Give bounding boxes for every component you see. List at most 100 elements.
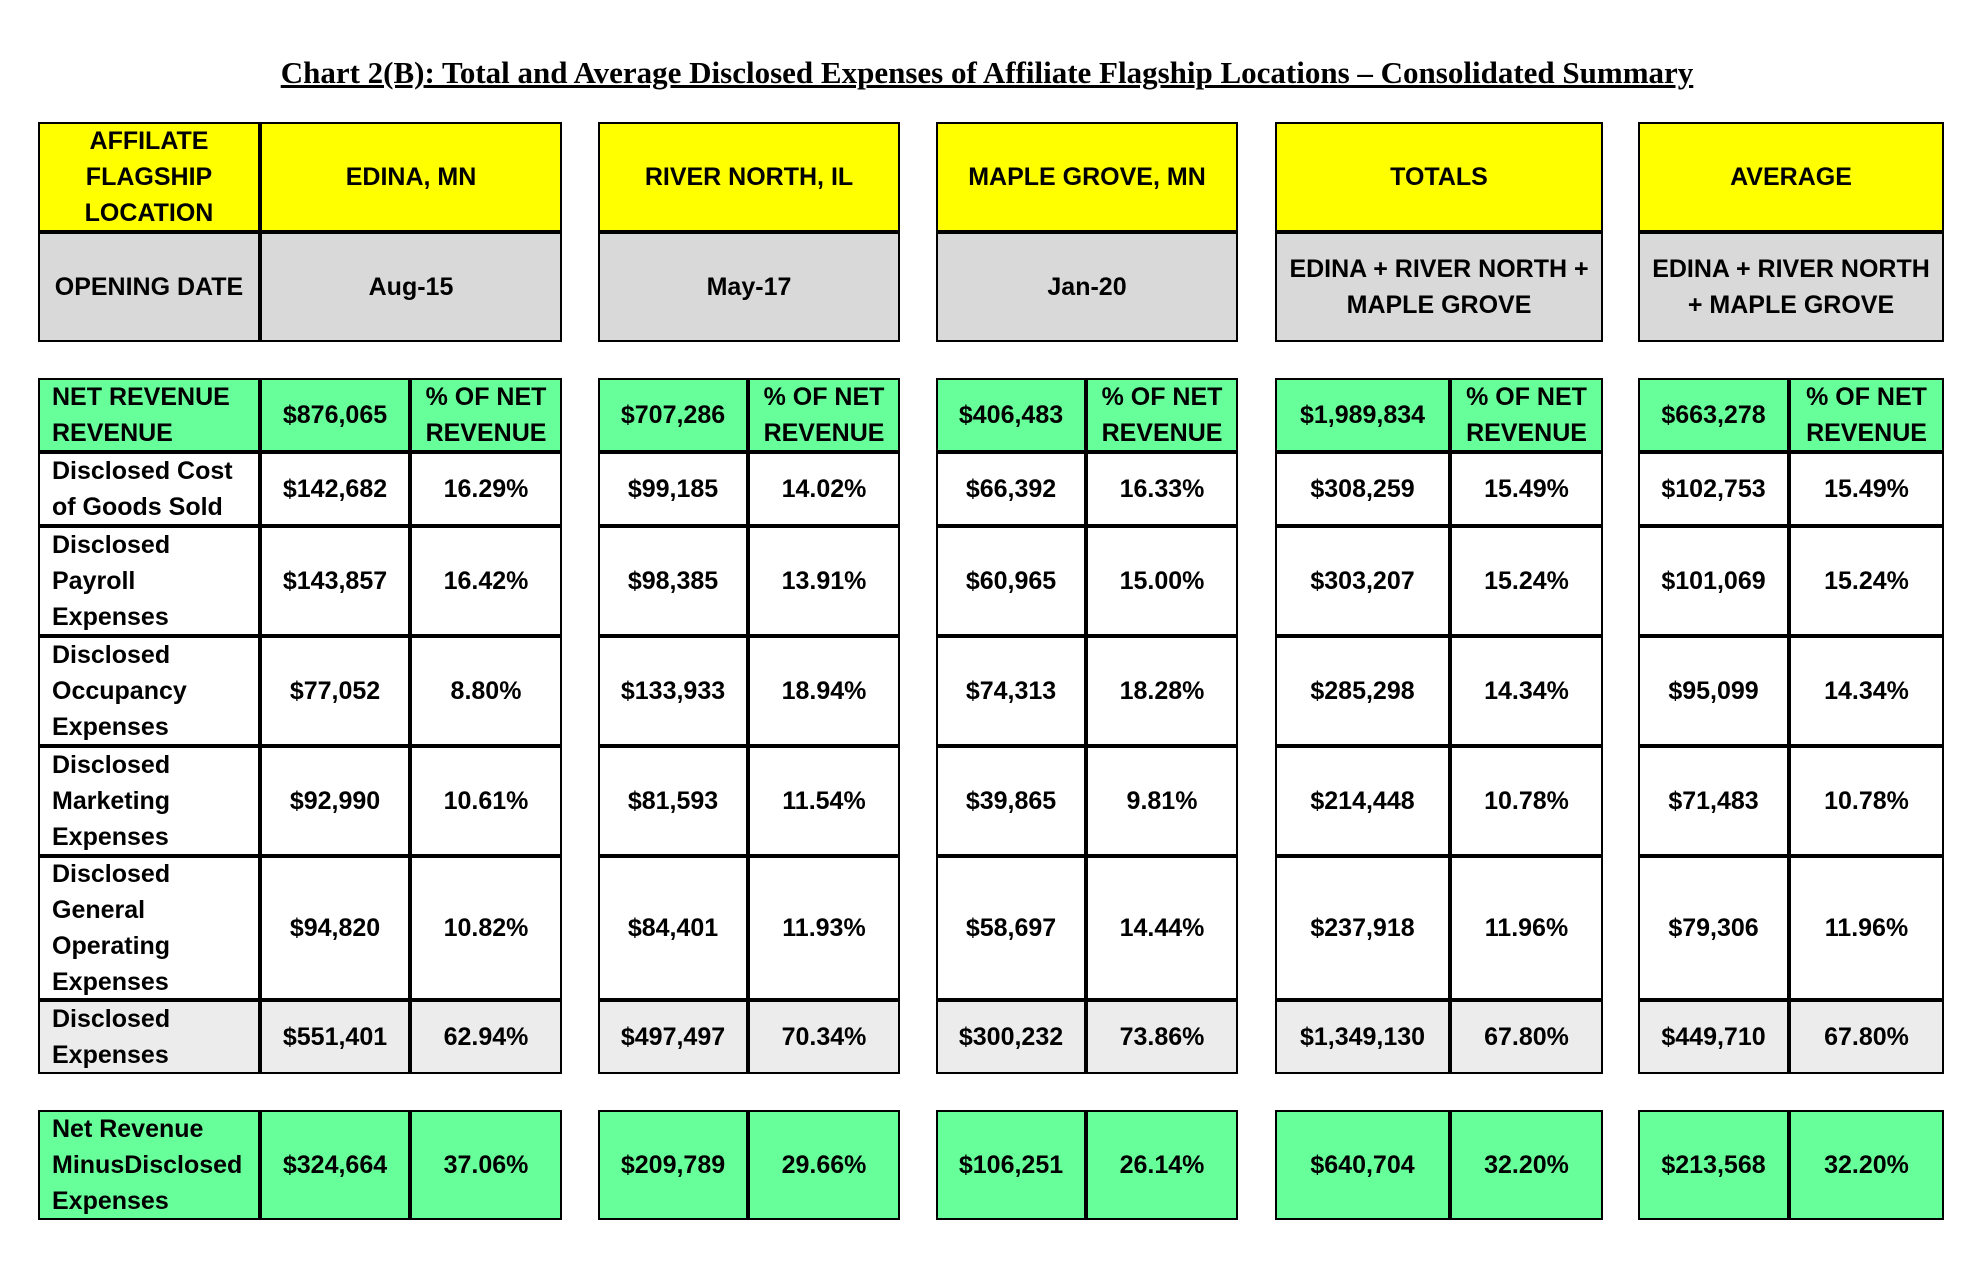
group-4-header: AVERAGE [1638, 122, 1944, 232]
group-4-marketing-pct: 10.78% [1789, 746, 1944, 856]
group-3-net-revenue: $1,989,834 [1275, 378, 1450, 452]
group-1-disclosed-amount: $497,497 [598, 1000, 748, 1074]
group-4-occupancy-pct: 14.34% [1789, 636, 1944, 746]
group-4-net-minus-pct: 32.20% [1789, 1110, 1944, 1220]
group-0-payroll-pct: 16.42% [410, 526, 562, 636]
group-1-net-minus-amount-text: $209,789 [620, 1151, 726, 1179]
group-1-payroll-amount-text: $98,385 [627, 567, 719, 595]
group-0-net-minus-pct: 37.06% [410, 1110, 562, 1220]
group-0-header: EDINA, MN [260, 122, 562, 232]
group-3-payroll-amount: $303,207 [1275, 526, 1450, 636]
group-0-marketing-pct: 10.61% [410, 746, 562, 856]
group-3-general-amount: $237,918 [1275, 856, 1450, 1000]
group-1-net-revenue-text: $707,286 [620, 401, 726, 429]
group-2-pct-header-text: % OF NET REVENUE [1101, 383, 1223, 447]
group-0-marketing-pct-text: 10.61% [443, 787, 529, 815]
group-3-payroll-pct-text: 15.24% [1484, 567, 1569, 595]
group-1-subheader: May-17 [598, 232, 900, 342]
group-3-occupancy-pct: 14.34% [1450, 636, 1603, 746]
group-2-subheader: Jan-20 [936, 232, 1238, 342]
group-2-disclosed-pct: 73.86% [1086, 1000, 1238, 1074]
label-general-text: Disclosed General Operating Expenses [52, 860, 171, 996]
group-3-marketing-amount-text: $214,448 [1310, 787, 1415, 815]
group-2-marketing-amount: $39,865 [936, 746, 1086, 856]
group-2-net-minus-amount: $106,251 [936, 1110, 1086, 1220]
group-2-net-revenue: $406,483 [936, 378, 1086, 452]
group-1-occupancy-amount: $133,933 [598, 636, 748, 746]
group-2-general-pct-text: 14.44% [1119, 914, 1205, 942]
group-1-net-minus-pct-text: 29.66% [781, 1151, 867, 1179]
label-location: AFFILATE FLAGSHIP LOCATION [38, 122, 260, 232]
group-1-net-minus-pct: 29.66% [748, 1110, 900, 1220]
group-3-cogs-pct-text: 15.49% [1484, 475, 1569, 503]
group-0-occupancy-pct-text: 8.80% [450, 677, 522, 705]
label-payroll-text: Disclosed Payroll Expenses [52, 531, 171, 631]
group-0-net-minus-pct-text: 37.06% [443, 1151, 529, 1179]
group-2-occupancy-pct: 18.28% [1086, 636, 1238, 746]
group-4-general-pct-text: 11.96% [1824, 914, 1909, 942]
group-3-disclosed-pct: 67.80% [1450, 1000, 1603, 1074]
group-2-occupancy-amount-text: $74,313 [965, 677, 1057, 705]
label-net-revenue: NET REVENUE REVENUE [38, 378, 260, 452]
group-0-marketing-amount: $92,990 [260, 746, 410, 856]
group-2-general-amount-text: $58,697 [965, 914, 1057, 942]
group-0-payroll-amount: $143,857 [260, 526, 410, 636]
group-3-header-text: TOTALS [1390, 163, 1488, 191]
group-2-payroll-pct: 15.00% [1086, 526, 1238, 636]
group-1-general-amount: $84,401 [598, 856, 748, 1000]
group-0-disclosed-amount: $551,401 [260, 1000, 410, 1074]
group-1-payroll-amount: $98,385 [598, 526, 748, 636]
group-3-marketing-pct-text: 10.78% [1484, 787, 1569, 815]
group-1-subheader-text: May-17 [706, 273, 792, 301]
group-3-disclosed-amount: $1,349,130 [1275, 1000, 1450, 1074]
group-1-cogs-pct: 14.02% [748, 452, 900, 526]
group-0-pct-header-text: % OF NET REVENUE [425, 383, 547, 447]
group-1-header-text: RIVER NORTH, IL [644, 163, 854, 191]
group-2-marketing-amount-text: $39,865 [965, 787, 1057, 815]
group-2-cogs-amount: $66,392 [936, 452, 1086, 526]
group-4-occupancy-pct-text: 14.34% [1824, 677, 1909, 705]
group-4-subheader: EDINA + RIVER NORTH + MAPLE GROVE [1638, 232, 1944, 342]
group-0-payroll-amount-text: $143,857 [282, 567, 388, 595]
group-1-header: RIVER NORTH, IL [598, 122, 900, 232]
group-4-general-amount-text: $79,306 [1668, 914, 1759, 942]
group-1-general-pct-text: 11.93% [782, 914, 866, 942]
label-net-revenue-text: NET REVENUE REVENUE [52, 383, 230, 447]
group-3-net-revenue-text: $1,989,834 [1299, 401, 1426, 429]
group-2-cogs-pct-text: 16.33% [1119, 475, 1205, 503]
group-4-cogs-amount: $102,753 [1638, 452, 1789, 526]
group-4-net-revenue-text: $663,278 [1661, 401, 1766, 429]
group-2-disclosed-amount-text: $300,232 [958, 1023, 1064, 1051]
group-4-occupancy-amount: $95,099 [1638, 636, 1789, 746]
group-3-net-minus-pct: 32.20% [1450, 1110, 1603, 1220]
group-1-pct-header: % OF NET REVENUE [748, 378, 900, 452]
label-cogs: Disclosed Cost of Goods Sold [38, 452, 260, 526]
group-0-net-minus-amount: $324,664 [260, 1110, 410, 1220]
label-marketing-text: Disclosed Marketing Expenses [52, 751, 171, 851]
group-0-occupancy-amount: $77,052 [260, 636, 410, 746]
group-0-occupancy-pct: 8.80% [410, 636, 562, 746]
group-3-pct-header: % OF NET REVENUE [1450, 378, 1603, 452]
group-0-pct-header: % OF NET REVENUE [410, 378, 562, 452]
group-0-disclosed-pct-text: 62.94% [443, 1023, 529, 1051]
group-3-payroll-amount-text: $303,207 [1310, 567, 1415, 595]
group-0-marketing-amount-text: $92,990 [289, 787, 381, 815]
group-1-pct-header-text: % OF NET REVENUE [763, 383, 885, 447]
group-2-net-minus-pct-text: 26.14% [1119, 1151, 1205, 1179]
label-payroll: Disclosed Payroll Expenses [38, 526, 260, 636]
group-0-subheader-text: Aug-15 [368, 273, 454, 301]
group-4-header-text: AVERAGE [1730, 163, 1852, 191]
group-0-occupancy-amount-text: $77,052 [289, 677, 381, 705]
group-3-cogs-amount-text: $308,259 [1310, 475, 1415, 503]
group-2-marketing-pct-text: 9.81% [1126, 787, 1198, 815]
group-3-occupancy-amount: $285,298 [1275, 636, 1450, 746]
label-occupancy-text: Disclosed Occupancy Expenses [52, 641, 187, 741]
group-3-occupancy-amount-text: $285,298 [1310, 677, 1415, 705]
group-4-disclosed-amount: $449,710 [1638, 1000, 1789, 1074]
group-4-pct-header: % OF NET REVENUE [1789, 378, 1944, 452]
group-3-net-minus-amount-text: $640,704 [1310, 1151, 1415, 1179]
group-1-disclosed-amount-text: $497,497 [620, 1023, 726, 1051]
group-2-header-text: MAPLE GROVE, MN [968, 163, 1206, 191]
group-3-marketing-amount: $214,448 [1275, 746, 1450, 856]
group-4-subheader-text: EDINA + RIVER NORTH + MAPLE GROVE [1652, 255, 1930, 319]
